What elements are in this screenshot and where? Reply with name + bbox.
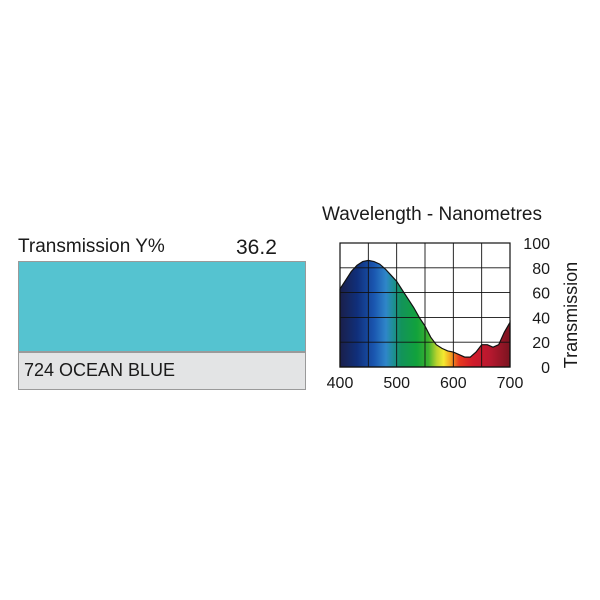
x-tick-label: 600 [440, 375, 467, 392]
plot-frame [339, 242, 511, 368]
y-tick-label: 100 [523, 236, 550, 253]
transmission-area [339, 259, 511, 368]
chart-title: Wavelength - Nanometres [322, 204, 543, 225]
y-tick-label: 60 [532, 286, 550, 303]
filter-name: 724 OCEAN BLUE [24, 360, 176, 380]
x-tick-label: 400 [327, 375, 354, 392]
transmission-label: Transmission Y% [18, 236, 165, 257]
x-tick-label: 500 [383, 375, 410, 392]
y-axis-label: Transmission [561, 262, 581, 368]
y-tick-label: 40 [532, 310, 550, 327]
transmission-value: 36.2 [236, 236, 277, 259]
spectral-chart: 400 500 600 700 0 20 40 60 80 100 Transmission [327, 236, 581, 392]
y-tick-label: 0 [541, 360, 550, 377]
x-tick-label: 700 [497, 375, 524, 392]
filter-name-panel: 724 OCEAN BLUE [18, 352, 306, 390]
y-tick-label: 80 [532, 261, 550, 278]
y-tick-label: 20 [532, 335, 550, 352]
color-swatch [18, 261, 306, 352]
